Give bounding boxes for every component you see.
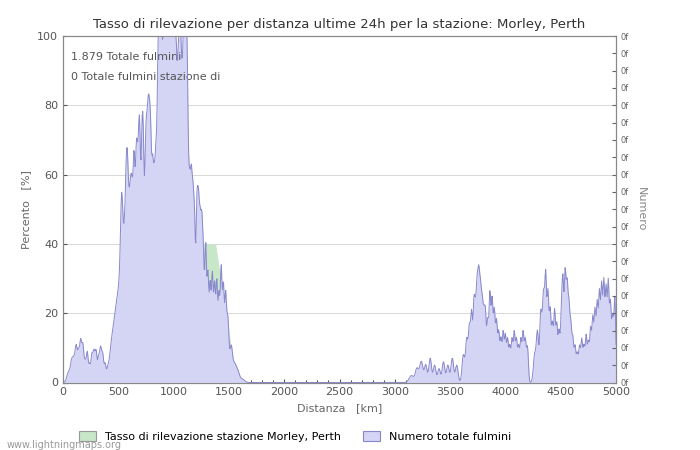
- Y-axis label: Numero: Numero: [636, 187, 646, 231]
- Text: 0 Totale fulmini stazione di: 0 Totale fulmini stazione di: [71, 72, 220, 82]
- Legend: Tasso di rilevazione stazione Morley, Perth, Numero totale fulmini: Tasso di rilevazione stazione Morley, Pe…: [75, 427, 515, 446]
- Text: www.lightningmaps.org: www.lightningmaps.org: [7, 440, 122, 450]
- Title: Tasso di rilevazione per distanza ultime 24h per la stazione: Morley, Perth: Tasso di rilevazione per distanza ultime…: [93, 18, 586, 31]
- X-axis label: Distanza   [km]: Distanza [km]: [297, 403, 382, 413]
- Text: 1.879 Totale fulmini: 1.879 Totale fulmini: [71, 52, 182, 62]
- Y-axis label: Percento   [%]: Percento [%]: [22, 170, 32, 249]
